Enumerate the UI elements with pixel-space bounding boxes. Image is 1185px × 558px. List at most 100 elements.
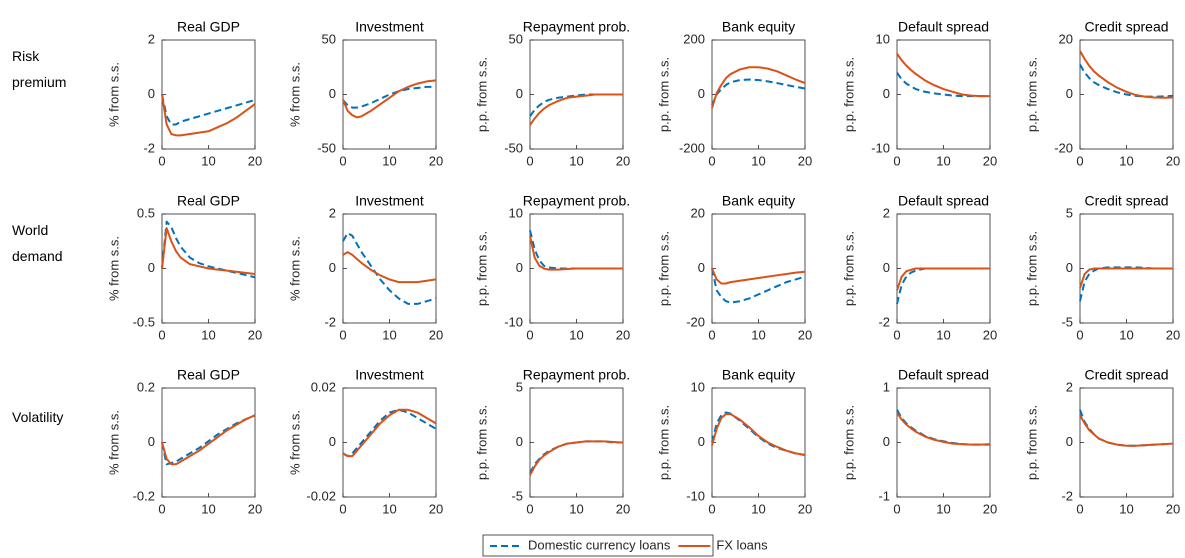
- x-tick-label: 0: [526, 327, 533, 342]
- x-tick-label: 10: [382, 501, 396, 516]
- y-tick-label: 2: [148, 31, 155, 46]
- y-tick-label: 0: [883, 434, 890, 449]
- y-tick-label: -5: [511, 488, 523, 503]
- y-tick-label: 10: [876, 31, 890, 46]
- series-line: [1079, 50, 1174, 99]
- y-axis-label: p.p. from s.s.: [656, 405, 671, 480]
- x-tick-label: 10: [936, 327, 950, 342]
- x-tick-label: 20: [1166, 327, 1180, 342]
- y-tick-label: 0: [883, 260, 890, 275]
- x-tick-label: 0: [893, 153, 900, 168]
- legend-label: Domestic currency loans: [528, 537, 671, 552]
- y-tick-label: -2: [324, 314, 336, 329]
- y-axis-label: p.p. from s.s.: [656, 231, 671, 306]
- series-line: [1079, 64, 1174, 98]
- series-line: [342, 251, 437, 284]
- y-tick-label: 0: [148, 86, 155, 101]
- chart-title: Credit spread: [1084, 19, 1168, 35]
- y-tick-label: 0: [516, 434, 523, 449]
- x-tick-label: 10: [382, 153, 396, 168]
- x-tick-label: 10: [569, 153, 583, 168]
- series-line: [896, 411, 991, 446]
- y-tick-label: 0: [698, 434, 705, 449]
- series-line: [711, 78, 806, 106]
- plot-frame: [711, 213, 806, 324]
- y-tick-label: 5: [516, 379, 523, 394]
- y-tick-label: 1: [883, 379, 890, 394]
- x-tick-label: 10: [201, 501, 215, 516]
- x-tick-label: 0: [893, 327, 900, 342]
- chart-title: Bank equity: [722, 367, 795, 383]
- x-tick-label: 0: [339, 501, 346, 516]
- y-axis-label: % from s.s.: [287, 62, 302, 127]
- chart-title: Repayment prob.: [523, 193, 630, 209]
- x-tick-label: 0: [708, 501, 715, 516]
- y-tick-label: 20: [1059, 31, 1073, 46]
- legend-box: [482, 534, 714, 557]
- series-line: [161, 414, 256, 466]
- y-tick-label: 0: [329, 260, 336, 275]
- x-tick-label: 0: [339, 327, 346, 342]
- chart-title: Default spread: [898, 367, 989, 383]
- series-line: [342, 232, 437, 305]
- series-line: [711, 268, 806, 285]
- plot-frame: [1079, 387, 1174, 498]
- y-tick-label: 0: [1066, 434, 1073, 449]
- y-tick-label: -5: [1061, 314, 1073, 329]
- y-tick-label: -200: [679, 140, 705, 155]
- y-tick-label: -50: [504, 140, 523, 155]
- x-tick-label: 10: [936, 153, 950, 168]
- x-tick-label: 20: [798, 327, 812, 342]
- y-tick-label: 0: [516, 86, 523, 101]
- series-line: [529, 440, 624, 476]
- y-axis-label: p.p. from s.s.: [841, 405, 856, 480]
- chart-title: Default spread: [898, 193, 989, 209]
- plot-frame: [342, 213, 437, 324]
- x-tick-label: 0: [158, 153, 165, 168]
- y-axis-label: p.p. from s.s.: [656, 57, 671, 132]
- chart-title: Bank equity: [722, 19, 795, 35]
- x-tick-label: 10: [936, 501, 950, 516]
- y-axis-label: % from s.s.: [106, 62, 121, 127]
- series-line: [161, 227, 256, 275]
- chart-title: Investment: [355, 193, 424, 209]
- y-tick-label: 0: [516, 260, 523, 275]
- x-tick-label: 0: [339, 153, 346, 168]
- y-tick-label: 2: [1066, 379, 1073, 394]
- chart-title: Credit spread: [1084, 367, 1168, 383]
- y-tick-label: 0.2: [137, 379, 155, 394]
- chart-title: Repayment prob.: [523, 19, 630, 35]
- x-tick-label: 0: [158, 327, 165, 342]
- y-tick-label: -20: [1054, 140, 1073, 155]
- x-tick-label: 0: [1076, 327, 1083, 342]
- y-tick-label: 5: [1066, 205, 1073, 220]
- x-tick-label: 10: [751, 153, 765, 168]
- y-tick-label: 0: [148, 260, 155, 275]
- x-tick-label: 20: [798, 153, 812, 168]
- y-tick-label: 10: [691, 379, 705, 394]
- row-label: World demand: [12, 222, 63, 264]
- y-axis-label: % from s.s.: [106, 410, 121, 475]
- x-tick-label: 20: [248, 327, 262, 342]
- chart-title: Real GDP: [177, 19, 240, 35]
- chart-title: Default spread: [898, 19, 989, 35]
- x-tick-label: 0: [1076, 153, 1083, 168]
- series-line: [161, 94, 256, 126]
- x-tick-label: 10: [751, 501, 765, 516]
- row-label-line: Volatility: [12, 409, 63, 425]
- series-line: [896, 53, 990, 98]
- x-tick-label: 10: [569, 327, 583, 342]
- x-tick-label: 10: [1119, 327, 1133, 342]
- x-tick-label: 20: [616, 327, 630, 342]
- x-tick-label: 20: [1166, 153, 1180, 168]
- y-axis-label: p.p. from s.s.: [1024, 57, 1039, 132]
- series-line: [711, 268, 806, 304]
- x-tick-label: 20: [248, 153, 262, 168]
- series-line: [529, 93, 623, 126]
- y-axis-label: p.p. from s.s.: [841, 57, 856, 132]
- x-tick-label: 0: [1076, 501, 1083, 516]
- chart-title: Credit spread: [1084, 193, 1168, 209]
- y-tick-label: -2: [1061, 488, 1073, 503]
- y-tick-label: 10: [509, 205, 523, 220]
- chart-title: Investment: [355, 367, 424, 383]
